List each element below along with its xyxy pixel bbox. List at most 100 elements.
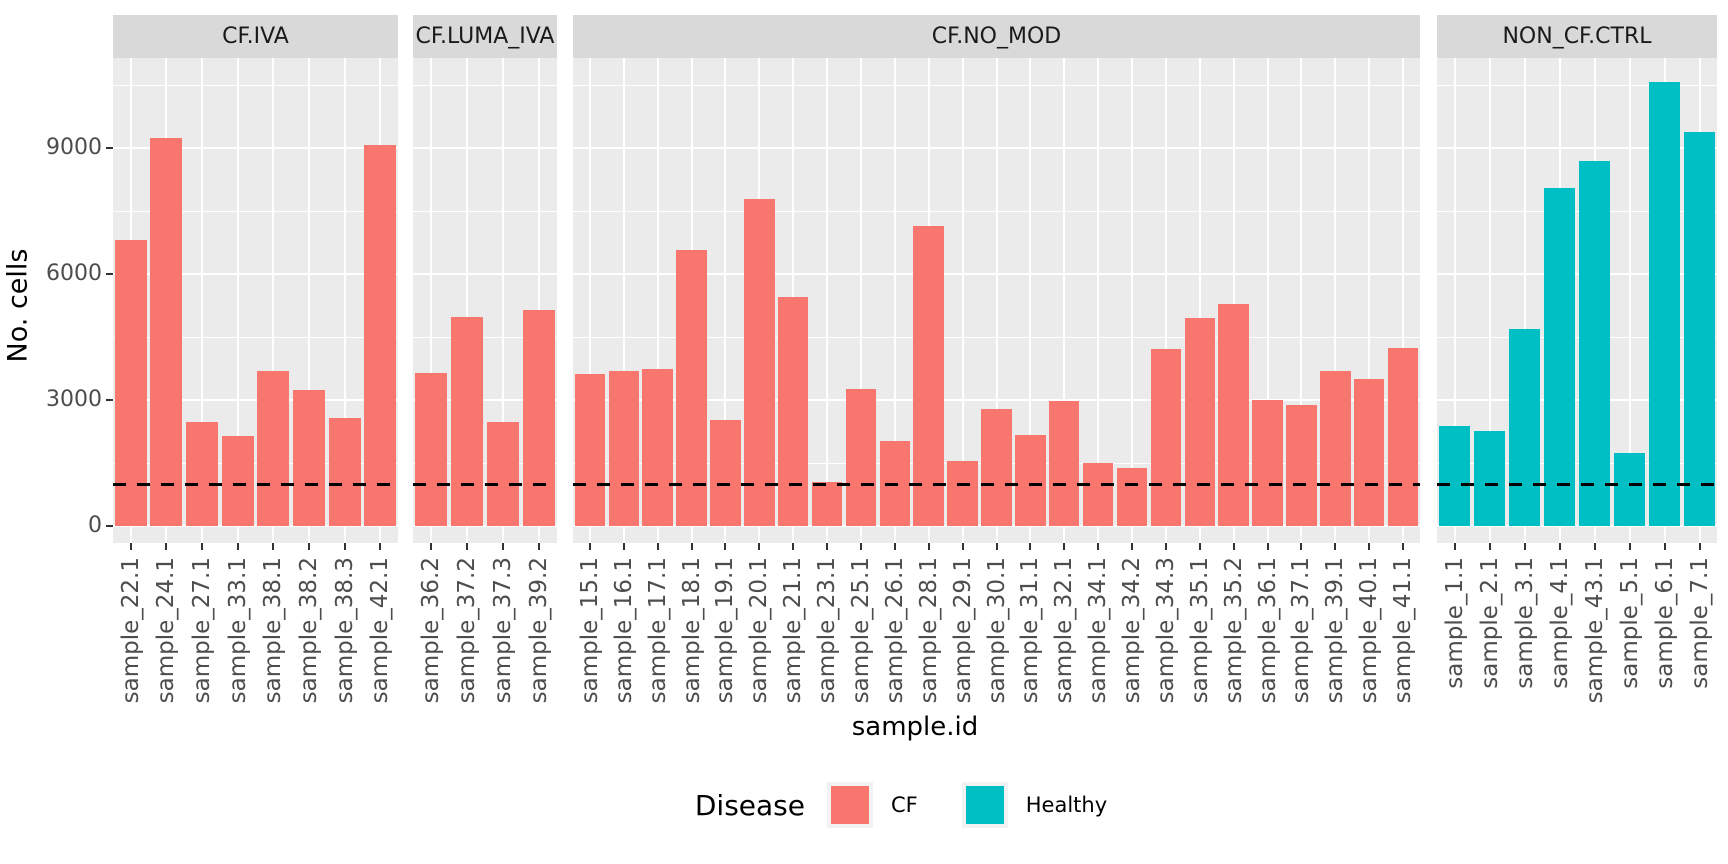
major-gridline — [113, 147, 398, 149]
major-gridline — [1437, 399, 1717, 401]
x-tickmark — [1266, 543, 1269, 550]
vertical-gridline — [1029, 58, 1032, 543]
major-gridline — [113, 273, 398, 275]
bar-sample_35.2 — [1218, 303, 1249, 526]
x-tick-label: sample_35.1 — [1186, 557, 1213, 704]
x-tick-label: sample_31.1 — [1017, 557, 1044, 704]
vertical-gridline — [1300, 58, 1303, 543]
x-tick-label: sample_35.2 — [1220, 557, 1247, 704]
x-tick-label: sample_41.1 — [1390, 557, 1417, 704]
major-gridline — [1437, 273, 1717, 275]
bar-sample_31.1 — [1015, 434, 1046, 526]
major-gridline — [413, 525, 557, 527]
y-tickmark — [106, 273, 113, 275]
bar-sample_5.1 — [1613, 452, 1646, 526]
x-tickmark — [1063, 543, 1066, 550]
bar-sample_34.2 — [1116, 468, 1148, 526]
bar-sample_37.1 — [1286, 405, 1317, 526]
vertical-gridline — [1402, 58, 1405, 543]
minor-gridline — [413, 336, 557, 338]
bar-sample_40.1 — [1353, 379, 1385, 526]
major-gridline — [1437, 147, 1717, 149]
x-tick-label: sample_22.1 — [117, 557, 144, 704]
x-tickmark — [1593, 543, 1596, 550]
x-tickmark — [307, 543, 310, 550]
legend-key — [827, 782, 873, 828]
vertical-gridline — [343, 58, 346, 543]
bar-sample_20.1 — [744, 198, 775, 526]
major-gridline — [413, 273, 557, 275]
minor-gridline — [113, 210, 398, 212]
y-tick-label: 3000 — [46, 387, 102, 412]
cf-color-swatch — [831, 786, 869, 824]
bar-sample_19.1 — [710, 420, 741, 526]
vertical-gridline — [1097, 58, 1100, 543]
bar-sample_3.1 — [1508, 329, 1541, 526]
vertical-gridline — [995, 58, 998, 543]
x-tick-label: sample_6.1 — [1651, 557, 1678, 689]
y-tick-label: 9000 — [46, 135, 102, 160]
x-tick-label: sample_2.1 — [1476, 557, 1503, 689]
facet-panel-NON_CF.CTRL — [1437, 58, 1717, 543]
x-tick-label: sample_33.1 — [224, 557, 251, 704]
vertical-gridline — [1334, 58, 1337, 543]
x-tick-label: sample_7.1 — [1686, 557, 1713, 689]
vertical-gridline — [588, 58, 591, 543]
vertical-gridline — [1232, 58, 1235, 543]
vertical-gridline — [430, 58, 432, 543]
x-tickmark — [466, 543, 468, 550]
x-tickmark — [165, 543, 168, 550]
x-tickmark — [1198, 543, 1201, 550]
vertical-gridline — [1628, 58, 1631, 543]
bar-sample_38.1 — [257, 370, 290, 526]
major-gridline — [113, 525, 398, 527]
vertical-gridline — [1488, 58, 1491, 543]
bar-sample_38.3 — [328, 417, 361, 526]
x-tick-label: sample_34.1 — [1085, 557, 1112, 704]
x-tickmark — [1334, 543, 1337, 550]
vertical-gridline — [724, 58, 727, 543]
major-gridline — [1437, 525, 1717, 527]
x-tickmark — [1402, 543, 1405, 550]
y-tick-label: 0 — [88, 513, 102, 538]
x-tickmark — [1131, 543, 1134, 550]
y-tick-label: 6000 — [46, 261, 102, 286]
minor-gridline — [1437, 84, 1717, 86]
bar-sample_7.1 — [1683, 131, 1716, 526]
x-tick-label: sample_4.1 — [1546, 557, 1573, 689]
x-tick-label: sample_16.1 — [610, 557, 637, 704]
vertical-gridline — [961, 58, 964, 543]
x-tickmark — [236, 543, 239, 550]
legend-key — [961, 782, 1008, 828]
threshold-dashed-line — [413, 482, 557, 486]
minor-gridline — [1437, 462, 1717, 464]
threshold-dashed-line — [1437, 482, 1717, 486]
x-tick-label: sample_38.3 — [331, 557, 358, 704]
y-axis-title: No. cells — [2, 248, 34, 363]
vertical-gridline — [307, 58, 310, 543]
minor-gridline — [113, 336, 398, 338]
bar-sample_1.1 — [1438, 426, 1471, 526]
bar-sample_29.1 — [947, 460, 978, 526]
facet-strip-NON_CF.CTRL: NON_CF.CTRL — [1437, 15, 1717, 58]
vertical-gridline — [1453, 58, 1456, 543]
x-tick-label: sample_3.1 — [1511, 557, 1538, 689]
x-tick-label: sample_27.1 — [189, 557, 216, 704]
x-tick-label: sample_32.1 — [1051, 557, 1078, 704]
minor-gridline — [113, 84, 398, 86]
facet-panel-CF.LUMA_IVA — [413, 58, 557, 543]
x-tick-label: sample_34.3 — [1152, 557, 1179, 704]
bar-sample_34.1 — [1082, 463, 1114, 526]
x-axis-title: sample.id — [851, 712, 979, 742]
threshold-dashed-line — [113, 482, 398, 486]
x-tickmark — [1164, 543, 1167, 550]
x-tickmark — [1488, 543, 1491, 550]
vertical-gridline — [201, 58, 204, 543]
bar-sample_39.1 — [1320, 370, 1351, 526]
y-tickmark — [106, 525, 113, 527]
x-tickmark — [1029, 543, 1032, 550]
bar-sample_2.1 — [1473, 430, 1506, 526]
bar-sample_21.1 — [777, 297, 809, 526]
vertical-gridline — [1198, 58, 1201, 543]
